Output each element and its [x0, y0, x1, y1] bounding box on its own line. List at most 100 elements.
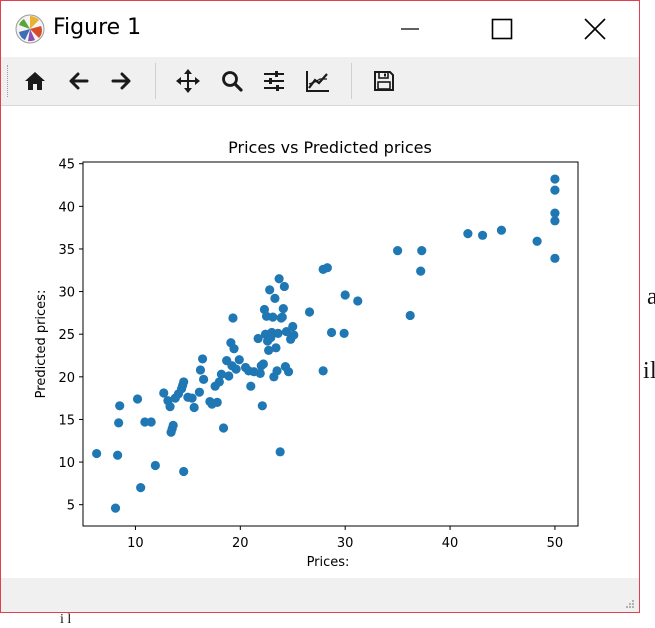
status-bar — [1, 578, 639, 612]
data-point — [187, 393, 197, 403]
x-tick-label: 30 — [337, 536, 354, 551]
data-point — [550, 253, 560, 263]
configure-subplots-button[interactable] — [259, 66, 289, 96]
navigation-toolbar — [1, 57, 639, 106]
background-text-fragment: i — [643, 358, 650, 384]
data-point — [229, 344, 239, 354]
y-axis-label: Predicted prices: — [34, 290, 49, 399]
forward-button[interactable] — [106, 66, 136, 96]
data-point — [189, 402, 199, 413]
back-button[interactable] — [64, 66, 94, 96]
data-point — [416, 266, 426, 276]
data-point — [165, 402, 175, 412]
data-point — [264, 345, 274, 355]
y-tick-label: 30 — [58, 286, 75, 301]
data-point — [550, 174, 560, 184]
window-title: Figure 1 — [53, 15, 142, 40]
maximize-button[interactable] — [479, 9, 525, 49]
sliders-icon — [264, 71, 284, 91]
data-point — [550, 216, 560, 226]
y-tick-label: 5 — [67, 499, 75, 514]
resize-grip-icon[interactable] — [625, 599, 635, 609]
arrow-left-icon — [69, 72, 89, 90]
data-point — [281, 327, 292, 337]
data-point — [214, 377, 224, 387]
y-tick-label: 35 — [58, 243, 75, 258]
data-point — [115, 401, 125, 411]
background-text-fragment: l — [650, 358, 655, 384]
data-point — [304, 307, 315, 317]
background-text-fragment: a — [647, 284, 655, 310]
data-point — [140, 417, 150, 427]
data-point — [114, 418, 124, 428]
data-point — [231, 364, 241, 374]
maximize-icon — [491, 18, 513, 40]
axes-frame — [82, 161, 579, 527]
figure-canvas[interactable]: Prices vs Predicted prices 10 20 30 40 50 5 1… — [1, 106, 639, 578]
edit-axis-button[interactable] — [303, 66, 333, 96]
save-button[interactable] — [369, 66, 399, 96]
data-point — [532, 236, 542, 246]
line-chart-icon — [306, 71, 329, 92]
data-point — [463, 229, 473, 239]
data-point — [283, 367, 294, 377]
magnifier-icon — [222, 71, 243, 92]
data-point — [274, 274, 284, 284]
x-axis: 10 20 30 40 50 — [127, 526, 563, 551]
matplotlib-logo-icon — [15, 14, 45, 44]
data-point — [197, 354, 208, 364]
data-point — [150, 460, 160, 471]
data-point — [272, 366, 282, 376]
data-point — [477, 230, 488, 240]
data-point — [277, 312, 287, 322]
y-tick-label: 15 — [58, 413, 75, 428]
data-point — [268, 312, 278, 322]
data-point — [168, 420, 178, 431]
data-point — [255, 368, 265, 379]
x-axis-label: Prices: — [307, 555, 350, 570]
data-point — [246, 381, 256, 391]
scatter-plot[interactable]: Prices vs Predicted prices 10 20 30 40 50 5 1… — [1, 106, 639, 578]
data-point — [136, 483, 146, 493]
data-point — [253, 333, 263, 344]
x-tick-label: 50 — [547, 536, 564, 551]
data-point — [199, 374, 209, 384]
data-point — [275, 447, 285, 457]
zoom-button[interactable] — [217, 66, 247, 96]
data-point — [288, 321, 298, 332]
data-point — [218, 423, 229, 433]
data-point — [216, 369, 227, 379]
data-point — [270, 293, 280, 303]
data-point — [550, 185, 560, 195]
data-point — [132, 394, 143, 404]
data-point — [271, 343, 281, 353]
data-point — [405, 310, 415, 321]
data-point — [496, 225, 507, 235]
data-point — [228, 313, 238, 323]
minimize-button[interactable] — [387, 9, 433, 49]
data-point — [326, 327, 337, 338]
data-point — [212, 397, 222, 407]
pan-button[interactable] — [173, 66, 203, 96]
data-point — [194, 387, 205, 397]
title-bar[interactable]: Figure 1 — [1, 1, 639, 57]
close-button[interactable] — [572, 9, 618, 49]
data-point — [179, 377, 189, 387]
scatter-points — [92, 174, 560, 513]
move-icon — [176, 69, 200, 93]
data-point — [195, 365, 206, 375]
data-point — [339, 328, 349, 338]
background-text-fragment: i l — [60, 612, 72, 627]
data-point — [318, 366, 328, 376]
home-button[interactable] — [20, 66, 50, 96]
y-tick-label: 20 — [58, 371, 75, 386]
data-point — [417, 246, 427, 256]
data-point — [278, 304, 288, 314]
data-point — [273, 328, 283, 338]
toolbar-grip[interactable] — [7, 65, 10, 97]
data-point — [146, 417, 156, 427]
x-tick-label: 10 — [127, 536, 144, 551]
data-point — [110, 503, 121, 513]
data-point — [289, 330, 299, 340]
y-axis: 5 10 15 20 25 30 35 40 45 — [58, 158, 83, 514]
